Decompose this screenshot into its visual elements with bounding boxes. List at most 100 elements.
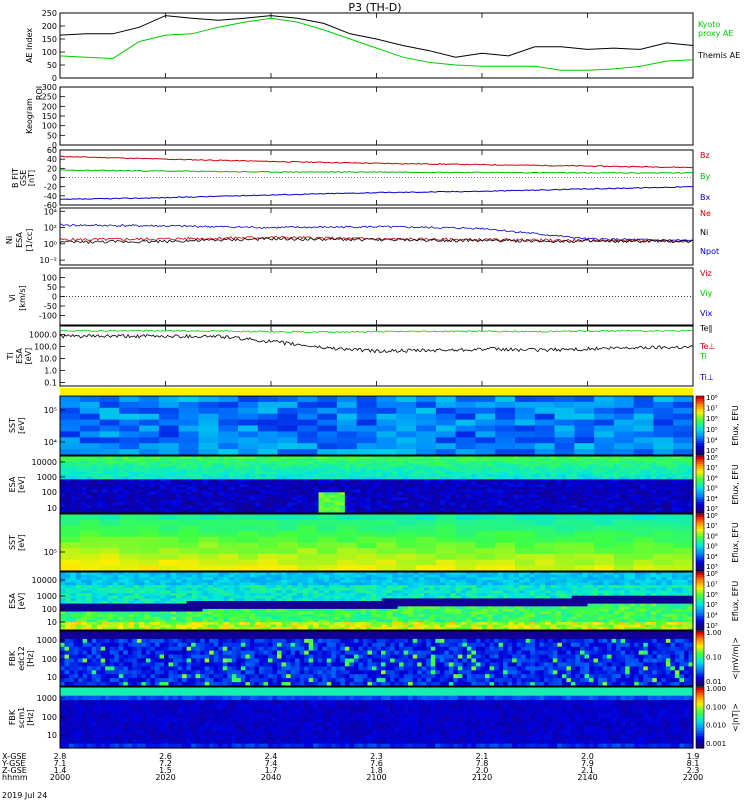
esa-ion-cell [429, 481, 436, 486]
esa-ion-cell [360, 502, 367, 506]
esa-ion-cell [191, 469, 198, 473]
sst-ion-cell [376, 407, 397, 415]
sst-ion-cell [356, 437, 378, 444]
esa-elec-cell [366, 579, 372, 584]
esa-ion-cell [191, 487, 198, 491]
esa-ion-cell [682, 484, 689, 488]
esa-ion-cell [619, 481, 626, 486]
esa-ion-cell [334, 476, 341, 480]
esa-ion-cell [286, 489, 293, 493]
esa-elec-cell [260, 611, 267, 615]
esa-elec-cell [334, 582, 341, 586]
esa-ion-cell [118, 461, 124, 465]
sst-ion-cells [60, 396, 694, 456]
sst-elec-cell [455, 542, 476, 549]
esa-elec-cell [387, 603, 393, 607]
esa-ion-cell [571, 458, 578, 462]
sst-elec-cell [257, 519, 279, 526]
esa-ion-cell [307, 487, 314, 491]
sst-elec-cell [336, 525, 358, 532]
esa-elec-cell [144, 595, 151, 599]
esa-ion-cell [244, 489, 251, 493]
esa-ion-cell [608, 505, 615, 509]
esa-ion-cell [471, 471, 478, 475]
esa-ion-cell [133, 505, 140, 509]
esa-ion-cell [350, 463, 356, 467]
sst-elec-cell [435, 542, 457, 549]
esa-ion-cell [518, 489, 525, 493]
esa-ion-cell [292, 484, 298, 488]
esa-ion-cell [297, 481, 304, 486]
bfield-panel-ytick-label: -20 [44, 183, 57, 192]
esa-ion-cell [650, 497, 657, 501]
esa-elec-cell [376, 606, 383, 610]
sst-ion-cell [336, 396, 358, 403]
esa-ion-cell [260, 507, 267, 511]
esa-ion-cell [96, 463, 103, 467]
esa-ion-cell [191, 476, 198, 480]
esa-elec-cell [344, 585, 351, 589]
sst-ion-cell [336, 413, 358, 421]
esa-elec-cell [170, 598, 177, 602]
esa-elec-cell [149, 611, 156, 615]
esa-ion-cell [671, 461, 678, 465]
esa-elec-cell [249, 593, 256, 597]
esa-elec-cell [81, 611, 87, 615]
esa-ion-cell [555, 456, 562, 460]
esa-elec-cell [297, 590, 304, 594]
esa-elec-cell [329, 598, 335, 602]
esa-ion-cell [318, 469, 325, 473]
sst-ion-cell [455, 396, 476, 403]
sst-ion-cell [653, 437, 674, 444]
esa-ion-cell [598, 471, 604, 475]
esa-ion-cell [661, 497, 668, 501]
esa-ion-cell [307, 510, 314, 514]
esa-ion-cell [508, 487, 515, 491]
esa-elec-cell [286, 611, 293, 615]
esa-elec-cell [197, 598, 204, 602]
esa-ion-cell [75, 500, 82, 504]
esa-ion-cell [450, 456, 457, 460]
sst-elec-cell [594, 553, 615, 561]
esa-ion-cell [434, 492, 441, 496]
sst-elec-cell [198, 531, 219, 538]
sst-elec-cell [574, 542, 595, 549]
esa-ion-cell [323, 487, 330, 491]
sst-elec-cell [594, 531, 615, 538]
esa-ion-cell [661, 510, 668, 514]
esa-ion-cell [228, 476, 235, 480]
sst-elec-cell [396, 525, 417, 532]
esa-ion-cell [555, 481, 562, 486]
esa-ion-cell [276, 505, 283, 509]
esa-ion-cell [329, 502, 335, 506]
sst-elec-cell [60, 531, 81, 538]
esa-elec-cell [281, 608, 288, 613]
esa-ion-cell [371, 474, 378, 478]
esa-ion-cell [128, 471, 135, 475]
esa-ion-cell [344, 456, 351, 460]
esa-ion-cell [207, 487, 214, 491]
esa-elec-cell [228, 606, 235, 610]
sst-ion-cell [515, 413, 536, 421]
esa-ion-cell [387, 479, 393, 483]
esa-elec-cell [144, 616, 151, 620]
esa-elec-cell [281, 611, 288, 615]
esa-elec-cell [371, 624, 378, 628]
sst-elec-cell [336, 519, 358, 526]
esa-ion-cell [513, 481, 520, 486]
esa-ion-cell [197, 466, 204, 470]
esa-ion-cell [645, 476, 652, 480]
bfield-panel-legend-0: Bz [700, 151, 710, 160]
sst-elec-cell [435, 548, 457, 555]
sst-ion-cell [238, 407, 259, 415]
esa-elec-cell [154, 590, 161, 594]
esa-elec-cell [207, 577, 214, 581]
esa-ion-cell [255, 507, 262, 511]
esa-ion-cell [160, 487, 167, 491]
sst-ion-cell [495, 431, 516, 438]
esa-elec-cell [313, 608, 320, 613]
esa-ion-cbar-cell [696, 494, 704, 497]
esa-ion-cell [376, 458, 383, 462]
sst-ion-cell [475, 443, 496, 450]
esa-ion-cell [197, 507, 204, 511]
